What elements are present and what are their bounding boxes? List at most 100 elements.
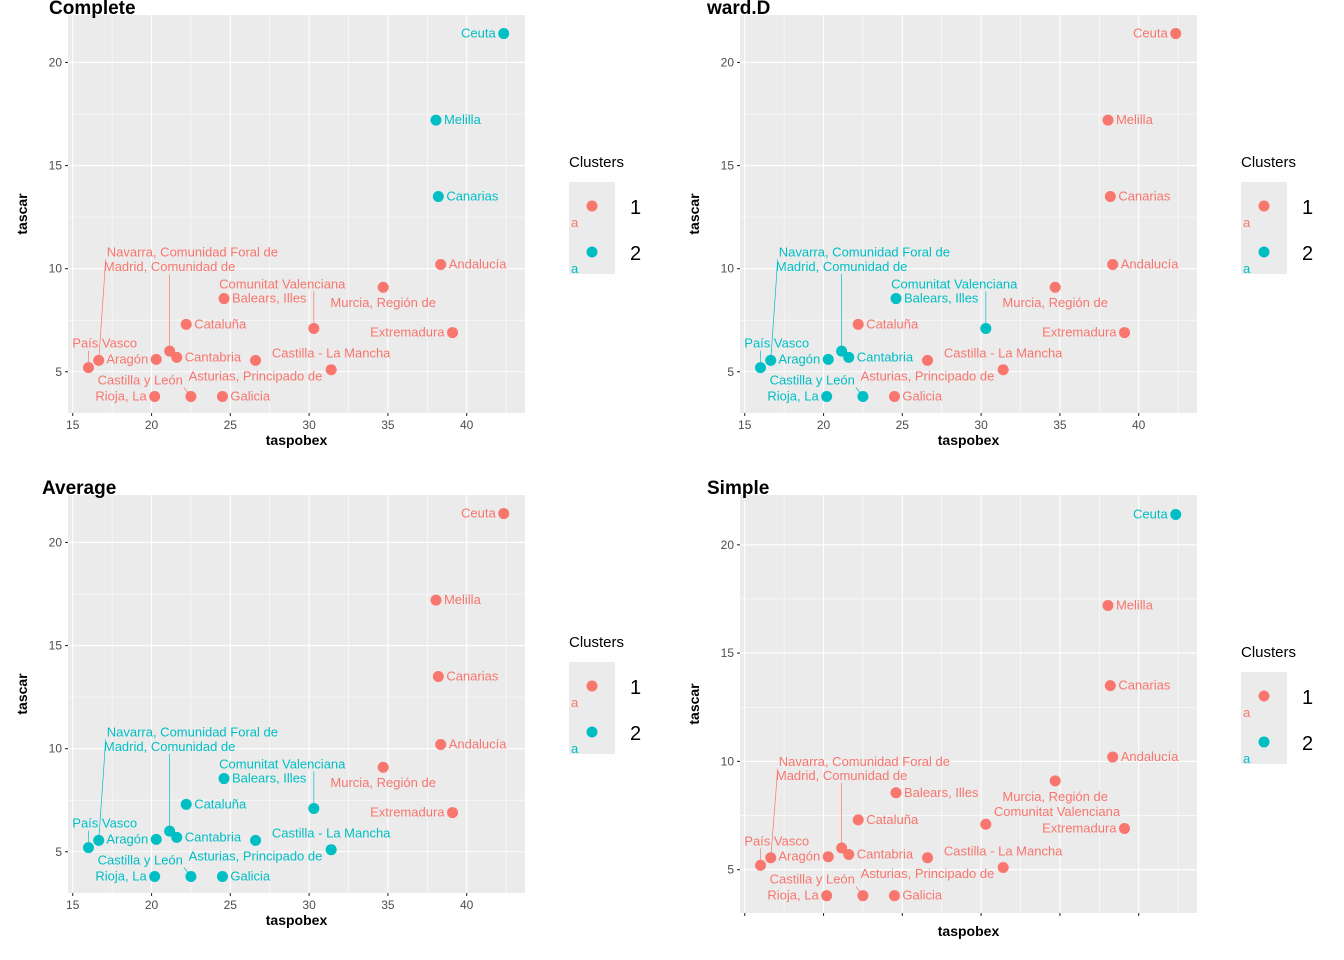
data-point	[216, 391, 228, 403]
legend-entry-label: 1	[1302, 687, 1313, 709]
legend-key-point	[1258, 246, 1270, 258]
data-point	[821, 890, 833, 902]
x-tick-label: 25	[896, 418, 910, 432]
point-label: Andalucía	[1121, 257, 1180, 272]
data-point	[185, 871, 197, 883]
point-label: Extremadura	[1042, 325, 1117, 340]
legend-entry-label: 2	[1302, 243, 1313, 265]
point-label: Aragón	[778, 351, 820, 366]
y-tick-label: 20	[49, 535, 63, 549]
point-label: Balears, Illes	[904, 785, 979, 800]
legend-entry-label: 1	[630, 677, 641, 699]
data-point	[1102, 114, 1114, 126]
data-point	[432, 670, 444, 682]
point-label: Comunitat Valenciana	[219, 276, 346, 291]
data-point	[997, 862, 1009, 874]
point-label: Aragón	[106, 351, 148, 366]
data-point	[218, 293, 230, 305]
legend-key-background	[1241, 672, 1287, 764]
point-label: Castilla - La Mancha	[272, 826, 391, 841]
point-label: Murcia, Región de	[1002, 295, 1107, 310]
legend: Clusters a 1 a 2	[569, 154, 641, 276]
point-label: Cantabria	[185, 829, 242, 844]
point-label: Aragón	[106, 831, 148, 846]
point-label: Navarra, Comunidad Foral de	[779, 754, 950, 769]
data-point	[218, 773, 230, 785]
x-tick-label: 40	[460, 418, 474, 432]
x-tick-label: 35	[381, 418, 395, 432]
data-point	[852, 318, 864, 330]
label-leader-line	[770, 768, 779, 858]
point-label: Madrid, Comunidad de	[104, 259, 236, 274]
x-tick-label: 20	[817, 418, 831, 432]
data-point	[432, 190, 444, 202]
point-label: Extremadura	[370, 325, 445, 340]
legend-key-point	[586, 726, 598, 738]
legend: Clusters a 1 a 2	[569, 634, 641, 756]
x-axis-label: taspobex	[938, 432, 1000, 448]
plot-background	[68, 15, 525, 413]
legend-key-text-glyph: a	[1243, 751, 1251, 766]
legend-key-point	[586, 680, 598, 692]
point-label: Madrid, Comunidad de	[776, 259, 908, 274]
point-label: Navarra, Comunidad Foral de	[107, 244, 278, 259]
data-point	[836, 345, 848, 357]
point-label: Melilla	[1116, 112, 1154, 127]
data-point	[821, 391, 833, 403]
data-point	[377, 281, 389, 293]
point-label: Murcia, Región de	[330, 775, 436, 790]
legend-key-point	[586, 200, 598, 212]
data-point	[164, 345, 176, 357]
data-point	[765, 354, 777, 366]
data-point	[216, 871, 228, 883]
label-leader-line	[770, 259, 779, 361]
point-label: Melilla	[444, 112, 482, 127]
x-axis-label: taspobex	[266, 912, 328, 928]
x-tick-label: 20	[145, 898, 159, 912]
y-tick-label: 20	[721, 55, 735, 69]
data-point	[765, 852, 777, 864]
legend-entry-label: 2	[1302, 733, 1313, 755]
data-point	[93, 354, 105, 366]
plot-background	[740, 495, 1197, 913]
point-label: Comunitat Valenciana	[219, 756, 346, 771]
y-tick-label: 15	[721, 159, 735, 173]
point-label: País Vasco	[744, 833, 809, 848]
point-label: Melilla	[444, 592, 482, 607]
point-label: País Vasco	[72, 336, 137, 351]
legend-title: Clusters	[569, 634, 624, 651]
data-point	[1107, 751, 1119, 763]
data-point	[980, 322, 992, 334]
data-point	[430, 594, 442, 606]
point-label: Castilla y León	[770, 373, 855, 388]
legend-entry-label: 1	[1302, 197, 1313, 219]
data-point	[250, 834, 262, 846]
point-label: Galicia	[902, 389, 943, 404]
x-tick-label: 30	[974, 418, 988, 432]
data-point	[82, 842, 94, 854]
legend-key-background	[569, 662, 615, 754]
x-tick-label: 25	[224, 418, 238, 432]
panel-complete: 15 20 25 30 35 40 5 10 15 20 Complete taspobex tasca…	[14, 0, 641, 448]
point-label: Murcia, Región de	[330, 295, 436, 310]
data-point	[1119, 823, 1131, 835]
plot-background	[740, 15, 1197, 413]
y-axis-label: tascar	[14, 193, 30, 235]
label-leader-line	[98, 739, 107, 841]
x-tick-label: 30	[302, 418, 316, 432]
y-tick-label: 10	[721, 262, 735, 276]
point-label: Ceuta	[1133, 506, 1168, 521]
point-label: País Vasco	[72, 816, 137, 831]
y-tick-label: 5	[727, 365, 734, 379]
data-point	[888, 890, 900, 902]
point-label: Ceuta	[461, 26, 496, 41]
point-label: Rioja, La	[95, 869, 147, 884]
point-label: Castilla y León	[98, 853, 183, 868]
data-point	[890, 787, 902, 799]
point-label: Melilla	[1116, 597, 1154, 612]
point-label: Ceuta	[461, 506, 496, 521]
data-point	[857, 391, 869, 403]
x-tick-label: 30	[302, 898, 316, 912]
y-tick-label: 20	[49, 55, 63, 69]
point-label: Galicia	[902, 888, 943, 903]
